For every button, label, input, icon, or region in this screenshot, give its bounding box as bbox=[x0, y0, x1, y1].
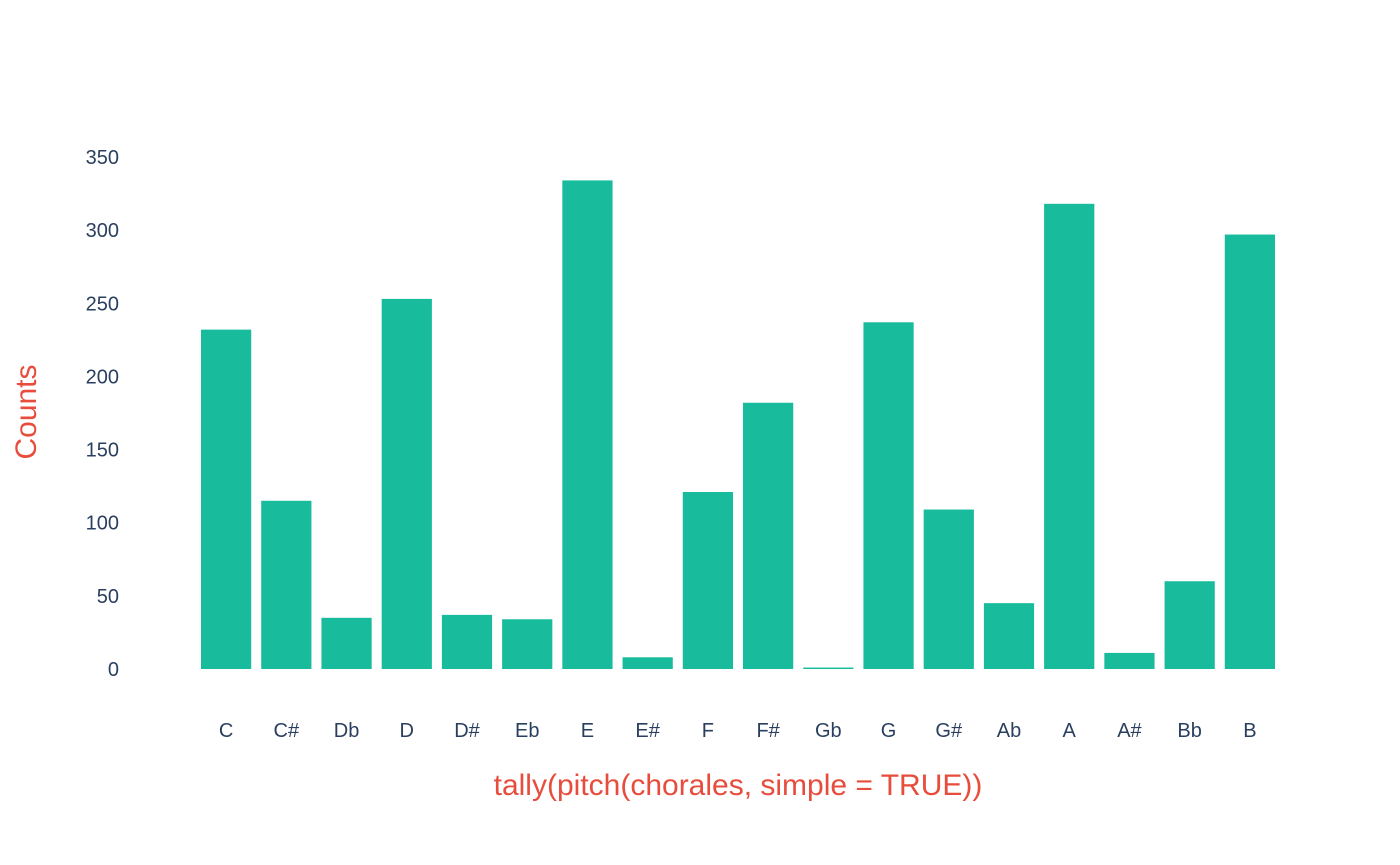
bar[interactable] bbox=[441, 614, 493, 669]
bar[interactable] bbox=[201, 329, 252, 669]
x-tick-label: F bbox=[702, 720, 714, 742]
x-tick-labels: C C# Db D D# Eb E E# F F# Gb G G# Ab A A# Bb B bbox=[219, 720, 1257, 742]
x-tick-label: Db bbox=[334, 720, 360, 742]
y-tick-label: 350 bbox=[86, 147, 119, 169]
y-tick-label: 300 bbox=[86, 220, 119, 242]
y-tick-label: 200 bbox=[86, 366, 119, 388]
x-tick-label: A bbox=[1063, 720, 1077, 742]
x-tick-label: B bbox=[1243, 720, 1256, 742]
bar[interactable] bbox=[1044, 203, 1095, 669]
x-tick-label: G# bbox=[935, 720, 963, 742]
x-tick-label: C# bbox=[274, 720, 300, 742]
bar[interactable] bbox=[502, 619, 553, 669]
bar[interactable] bbox=[743, 402, 794, 669]
x-tick-label: E bbox=[581, 720, 594, 742]
bar[interactable] bbox=[1224, 234, 1275, 669]
bar[interactable] bbox=[261, 500, 312, 669]
bar[interactable] bbox=[923, 509, 974, 669]
x-tick-label: A# bbox=[1117, 720, 1142, 742]
x-tick-label: E# bbox=[635, 720, 660, 742]
x-tick-label: Ab bbox=[997, 720, 1021, 742]
bar[interactable] bbox=[1164, 581, 1215, 669]
bar[interactable] bbox=[682, 491, 733, 669]
x-axis-title: tally(pitch(chorales, simple = TRUE)) bbox=[494, 769, 983, 802]
bar[interactable] bbox=[381, 298, 432, 669]
y-tick-label: 50 bbox=[97, 586, 119, 608]
x-tick-label: Gb bbox=[815, 720, 842, 742]
y-tick-label: 100 bbox=[86, 513, 119, 535]
y-tick-labels: 0 50 100 150 200 250 300 350 bbox=[86, 147, 119, 681]
bar[interactable] bbox=[321, 617, 372, 669]
x-tick-label: D# bbox=[454, 720, 480, 742]
x-tick-label: Eb bbox=[515, 720, 539, 742]
bar[interactable] bbox=[1104, 652, 1155, 669]
bar[interactable] bbox=[863, 322, 914, 669]
x-tick-label: D bbox=[400, 720, 414, 742]
y-tick-label: 0 bbox=[108, 659, 119, 681]
bar[interactable] bbox=[622, 657, 673, 669]
bars-group bbox=[201, 180, 1275, 669]
x-tick-label: Bb bbox=[1177, 720, 1201, 742]
x-tick-label: F# bbox=[756, 720, 780, 742]
y-tick-label: 150 bbox=[86, 440, 119, 462]
x-tick-label: C bbox=[219, 720, 233, 742]
x-tick-label: G bbox=[881, 720, 897, 742]
bar[interactable] bbox=[983, 603, 1035, 669]
bar[interactable] bbox=[803, 667, 854, 669]
bar[interactable] bbox=[562, 180, 613, 669]
y-tick-label: 250 bbox=[86, 293, 119, 315]
y-axis-title: Counts bbox=[10, 364, 43, 459]
